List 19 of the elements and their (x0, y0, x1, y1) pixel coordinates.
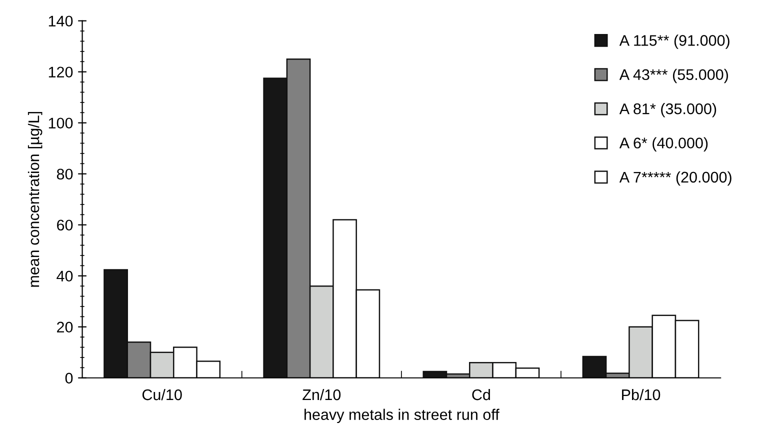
y-tick-label: 100 (48, 118, 73, 129)
y-tick-label: 120 (48, 66, 73, 78)
y-axis-title: mean concentration [µg/L] (28, 112, 42, 287)
legend-label: A 81* (35.000) (619, 103, 716, 118)
legend-label: A 6* (40.000) (619, 137, 708, 152)
y-tick-label: 0 (65, 372, 73, 384)
x-tick-label: Cu/10 (142, 388, 182, 400)
x-axis-title: heavy metals in street run off (304, 408, 500, 424)
legend-label: A 43*** (55.000) (619, 68, 728, 84)
y-tick-label: 80 (56, 168, 73, 180)
x-tick-label: Zn/10 (302, 388, 341, 400)
legend-label: A 7***** (20.000) (619, 171, 732, 186)
x-tick-label: Pb/10 (622, 388, 660, 400)
y-tick-label: 20 (57, 322, 73, 333)
x-tick-label: Cd (472, 388, 490, 400)
y-tick-label: 140 (48, 16, 73, 27)
legend-label: A 115** (91.000) (619, 34, 730, 49)
y-tick-label: 60 (57, 220, 73, 231)
y-tick-label: 40 (56, 270, 73, 282)
